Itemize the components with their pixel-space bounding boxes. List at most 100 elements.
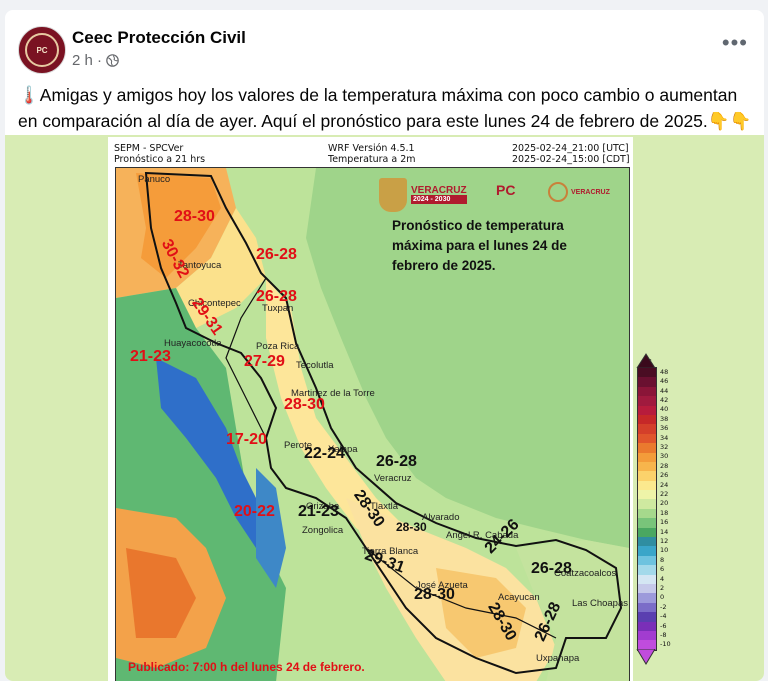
post-time[interactable]: 2 h · bbox=[72, 52, 103, 69]
place-orizaba: Orizaba bbox=[306, 501, 340, 512]
place-tuxpan: Tuxpan bbox=[262, 303, 294, 314]
thermometer-emoji: 🌡️ bbox=[18, 85, 40, 105]
colorbar-ticks: 48 46 44 42 40 38 36 34 32 30 28 26 24 22 20 18 16 14 12 10… bbox=[660, 367, 680, 649]
place-acayucan: Acayucan bbox=[498, 592, 540, 603]
colorbar-tick-label: 18 bbox=[660, 508, 669, 517]
forecast-title: Pronóstico de temperatura máxima para el… bbox=[392, 216, 567, 276]
post-image[interactable]: SEPM - SPCVer Pronóstico a 21 hrs WRF Ve… bbox=[5, 135, 764, 681]
colorbar-tick-label: 28 bbox=[660, 461, 669, 470]
colorbar-tick-label: 20 bbox=[660, 499, 669, 508]
logo-years: 2024 - 2030 bbox=[411, 195, 467, 204]
place-zongolica: Zongolica bbox=[302, 525, 344, 536]
colorbar-swatch bbox=[638, 424, 656, 434]
colorbar-tick-label: 42 bbox=[660, 395, 669, 404]
place-xalapa: Xalapa bbox=[328, 444, 358, 455]
header-cdt: 2025-02-24_15:00 [CDT] bbox=[512, 154, 630, 165]
colorbar-tick-label: 36 bbox=[660, 424, 669, 433]
colorbar-tick-label: 2 bbox=[660, 583, 665, 592]
header-forecast-hours: Pronóstico a 21 hrs bbox=[114, 154, 206, 165]
colorbar-tick-label: -8 bbox=[660, 630, 667, 639]
colorbar-swatch bbox=[638, 630, 656, 641]
range-label: 28-30 bbox=[174, 208, 215, 225]
post-meta: 2 h · bbox=[72, 52, 119, 69]
colorbar-tick-label: 48 bbox=[660, 367, 669, 376]
page-avatar[interactable]: PC bbox=[18, 26, 66, 74]
range-label: 28-30 bbox=[284, 396, 325, 413]
range-label: 28-30 bbox=[414, 586, 455, 603]
colorbar-swatch bbox=[638, 518, 656, 528]
header-utc: 2025-02-24_21:00 [UTC] bbox=[512, 143, 629, 154]
colorbar-tick-label: 14 bbox=[660, 527, 669, 536]
colorbar-swatch bbox=[638, 574, 656, 584]
colorbar-swatch bbox=[638, 508, 656, 519]
colorbar-swatch bbox=[638, 565, 656, 575]
range-label: 27-29 bbox=[244, 353, 285, 370]
globe-icon bbox=[106, 54, 119, 67]
header-model: WRF Versión 4.5.1 bbox=[328, 143, 415, 154]
colorbar-swatch bbox=[638, 386, 656, 397]
published-note: Publicado: 7:00 h del lunes 24 de febrer… bbox=[128, 660, 365, 674]
place-panuco: Panuco bbox=[138, 174, 171, 185]
range-label: 21-23 bbox=[298, 503, 339, 520]
header-right: 2025-02-24_21:00 [UTC] 2025-02-24_15:00 … bbox=[512, 143, 630, 165]
place-tierra-blanca: Tierra Blanca bbox=[362, 546, 419, 557]
place-huayacocotla: Huayacocotla bbox=[164, 338, 222, 349]
veracruz-state-logo: VERACRUZ 2024 - 2030 bbox=[379, 176, 491, 214]
title-line-2: máxima para el lunes 24 de bbox=[392, 238, 567, 253]
colorbar-tick-label: 22 bbox=[660, 489, 669, 498]
colorbar-tick-label: -6 bbox=[660, 621, 667, 630]
colorbar-swatch bbox=[638, 583, 656, 594]
more-dots-icon[interactable]: ••• bbox=[721, 30, 748, 55]
logo-right-text: VERACRUZ bbox=[571, 188, 610, 196]
post-body: Amigas y amigos hoy los valores de la te… bbox=[18, 85, 738, 131]
range-label: 22-24 bbox=[304, 445, 345, 462]
place-jose-azueta: José Azueta bbox=[416, 580, 468, 591]
temperature-forecast-map: SEPM - SPCVer Pronóstico a 21 hrs WRF Ve… bbox=[108, 137, 633, 681]
colorbar-tick-label: 30 bbox=[660, 452, 669, 461]
colorbar-swatch bbox=[638, 490, 656, 500]
colorbar-swatch bbox=[638, 499, 656, 509]
range-label: 21-23 bbox=[130, 348, 171, 365]
place-las-choapas: Las Choapas bbox=[572, 598, 628, 609]
pointing-down-emoji: 👇👇 bbox=[707, 111, 752, 131]
colorbar-tick-label: 24 bbox=[660, 480, 669, 489]
pc-logo-icon: PC bbox=[25, 33, 59, 67]
colorbar-swatch bbox=[638, 461, 656, 472]
colorbar-tick-label: -2 bbox=[660, 602, 667, 611]
place-martinez: Martinez de la Torre bbox=[291, 388, 375, 399]
colorbar-tick-label: 34 bbox=[660, 433, 669, 442]
place-tlaxtla: Tlaxtla bbox=[370, 501, 398, 512]
colorbar-tick-label: -10 bbox=[660, 640, 671, 649]
colorbar-swatch bbox=[638, 480, 656, 491]
temperature-colorbar bbox=[637, 367, 657, 651]
colorbar-tick-label: 38 bbox=[660, 414, 669, 423]
colorbar-swatch bbox=[638, 414, 656, 425]
colorbar-tick-label: 6 bbox=[660, 565, 665, 574]
range-label: 20-22 bbox=[234, 503, 275, 520]
colorbar-swatch bbox=[638, 640, 656, 650]
facebook-post-card: PC Ceec Protección Civil 2 h · ••• 🌡️Ami… bbox=[5, 10, 764, 681]
colorbar-swatch bbox=[638, 537, 656, 547]
colorbar-tick-label: 26 bbox=[660, 471, 669, 480]
place-tantoyuca: Tantoyuca bbox=[178, 260, 222, 271]
colorbar-tick-label: 8 bbox=[660, 555, 665, 564]
range-label: 26-28 bbox=[376, 453, 417, 470]
colorbar-swatch bbox=[638, 443, 656, 453]
colorbar-top-arrow bbox=[636, 353, 656, 368]
place-chicontepec: Chicontepec bbox=[188, 298, 241, 309]
place-coatzacoalcos: Coatzacoalcos bbox=[554, 568, 617, 579]
header-left: SEPM - SPCVer Pronóstico a 21 hrs bbox=[114, 143, 205, 165]
page-name[interactable]: Ceec Protección Civil bbox=[72, 28, 246, 47]
logo-state-name: VERACRUZ bbox=[411, 185, 467, 196]
header-source: SEPM - SPCVer bbox=[114, 143, 184, 154]
veracruz-pc-logo: VERACRUZ bbox=[548, 182, 610, 202]
colorbar-swatch bbox=[638, 621, 656, 631]
place-poza-rica: Poza Rica bbox=[256, 341, 300, 352]
colorbar-swatch bbox=[638, 396, 656, 406]
range-label: 26-28 bbox=[256, 246, 297, 263]
place-angel-cabada: Angel R. Cabada bbox=[446, 530, 519, 541]
seal-icon bbox=[548, 182, 568, 202]
colorbar-tick-label: 44 bbox=[660, 386, 669, 395]
colorbar-swatch bbox=[638, 602, 656, 613]
colorbar-swatch bbox=[638, 555, 656, 566]
